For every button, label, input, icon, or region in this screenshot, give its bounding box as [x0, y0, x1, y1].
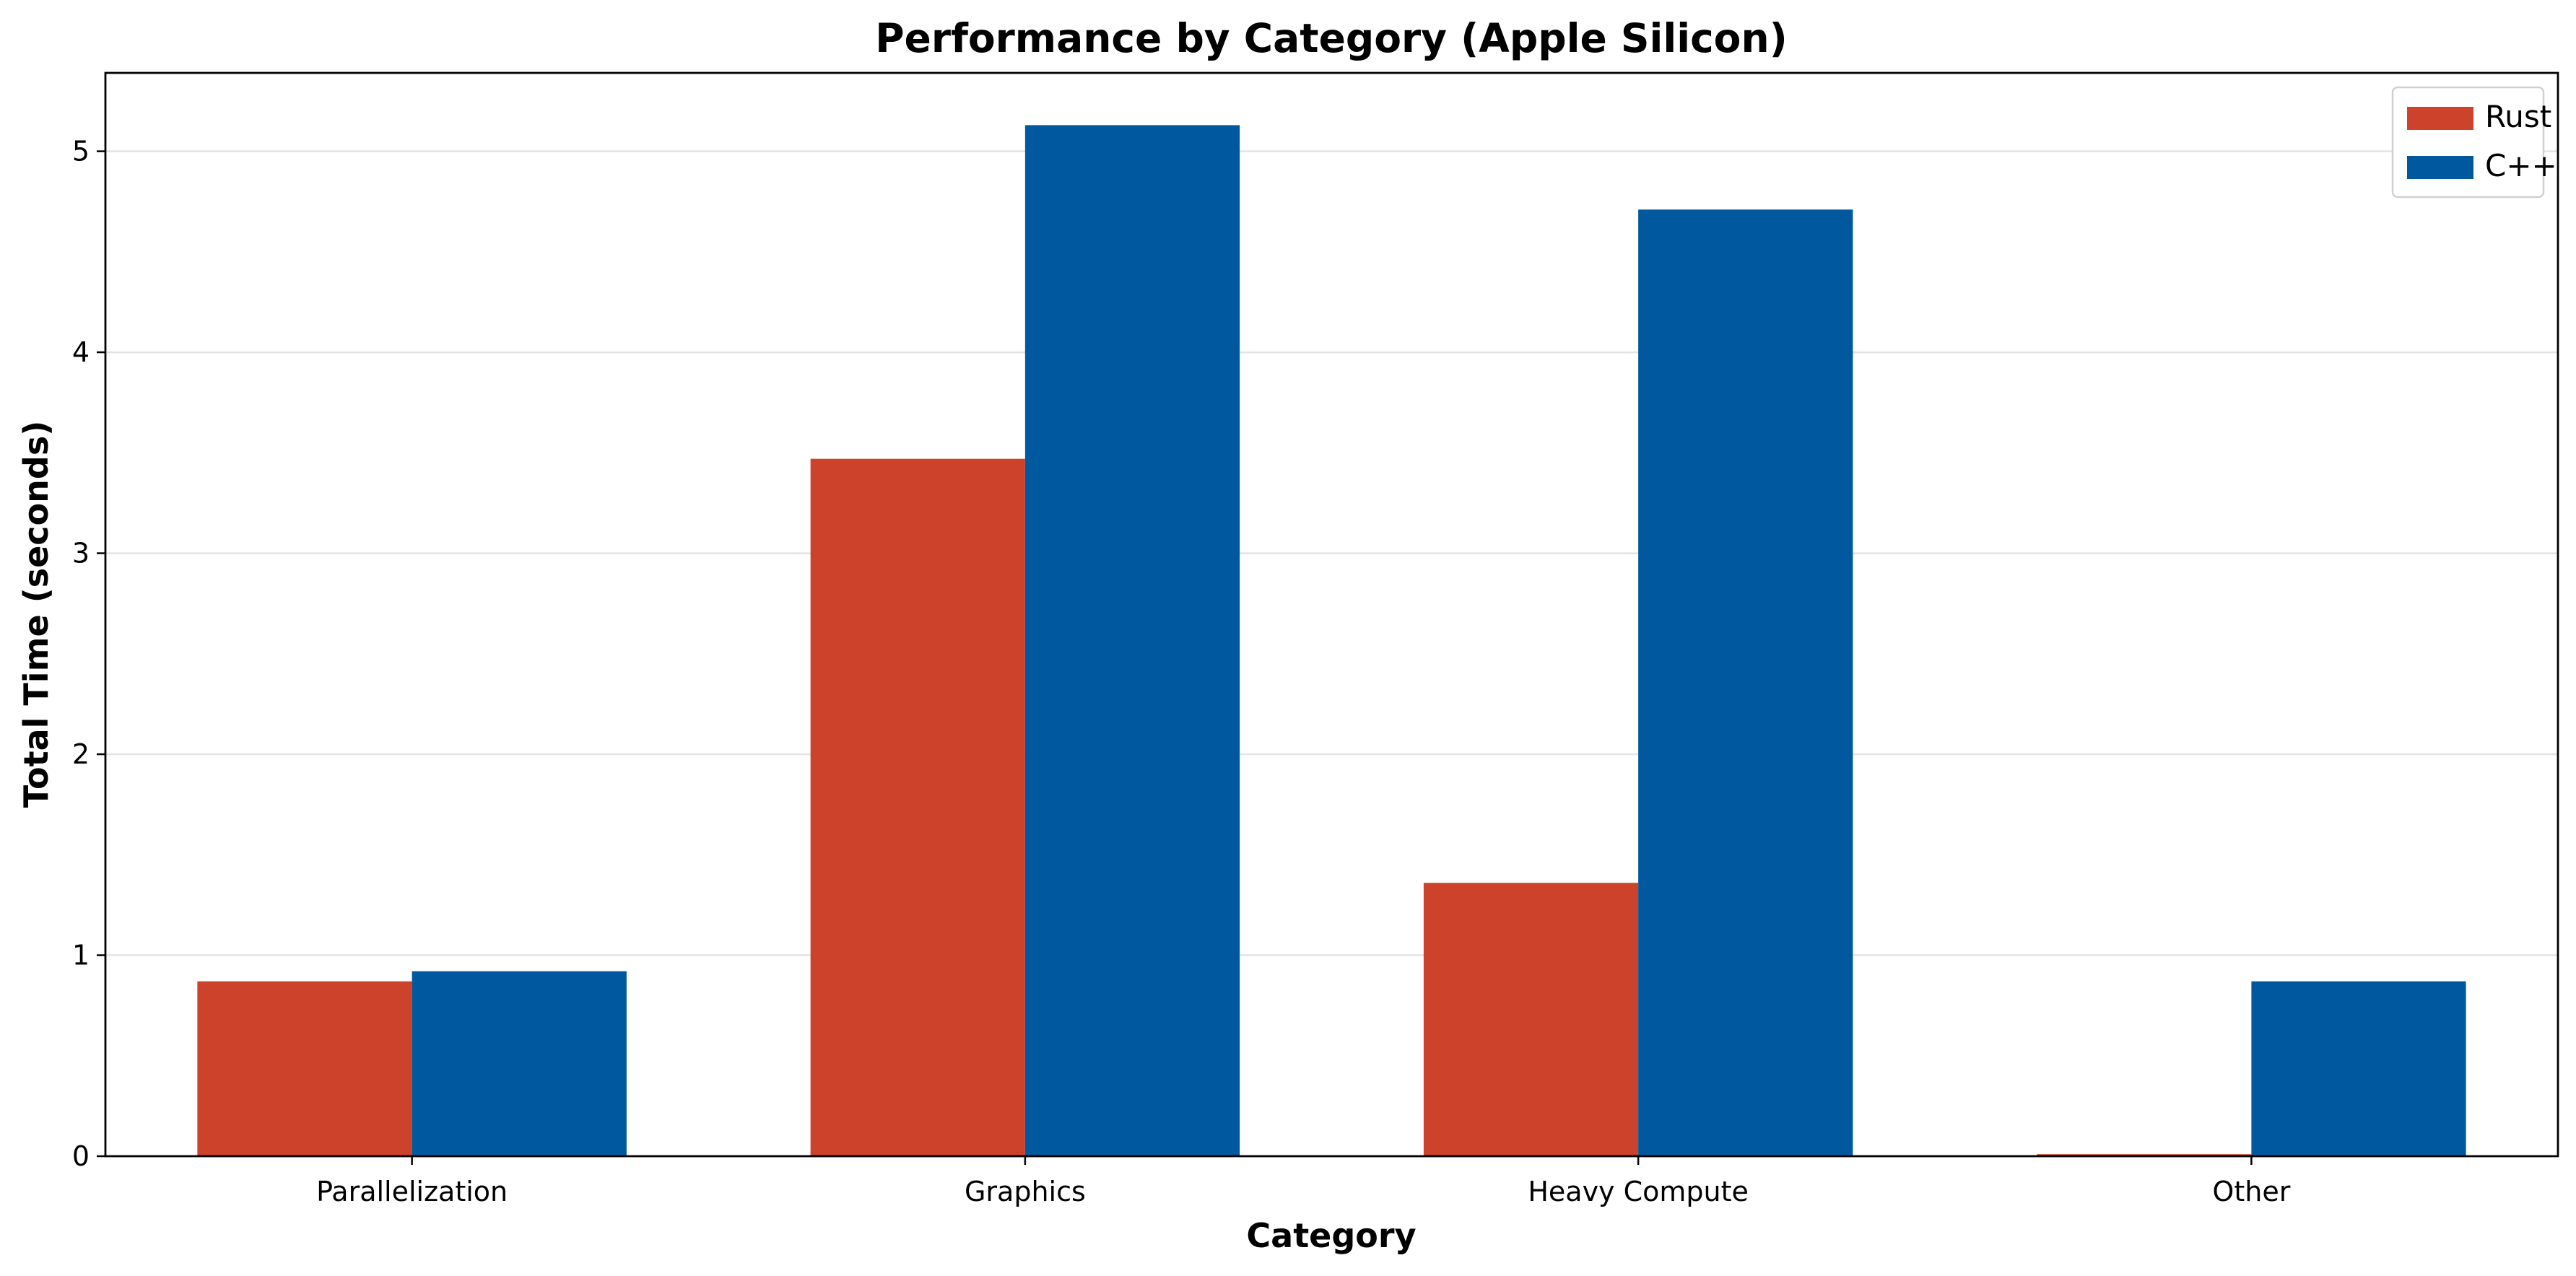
y-tick-label: 3 [72, 538, 90, 569]
legend-label: Rust [2485, 99, 2551, 134]
bar-rust-graphics [810, 458, 1025, 1156]
legend-swatch [2407, 107, 2473, 130]
x-axis-ticks: Parallelization Graphics Heavy Compute Othe… [316, 1156, 2291, 1207]
legend-swatch [2407, 156, 2473, 179]
y-tick-label: 5 [72, 136, 90, 167]
bar-c-parallelization [412, 971, 627, 1156]
y-axis-label: Total Time (seconds) [17, 421, 56, 808]
x-axis-label: Category [1246, 1216, 1416, 1255]
grid-lines [105, 150, 2558, 956]
plot-frame [104, 71, 2559, 1158]
y-tick-label: 4 [72, 336, 90, 368]
chart-title: Performance by Category (Apple Silicon) [875, 15, 1788, 61]
y-tick-label: 2 [72, 738, 90, 770]
bar-rust-heavy-compute [1423, 883, 1639, 1156]
bar-c-other [2251, 981, 2466, 1156]
x-tick-label: Parallelization [316, 1176, 508, 1207]
x-tick-label: Graphics [965, 1176, 1086, 1207]
x-tick-label: Heavy Compute [1528, 1176, 1749, 1207]
bars [197, 125, 2466, 1157]
x-tick-label: Other [2212, 1176, 2290, 1207]
legend: Rust C++ [2391, 86, 2557, 198]
y-tick-label: 0 [72, 1140, 90, 1172]
bar-c-graphics [1024, 125, 1240, 1157]
y-axis-ticks: 0 1 2 3 4 5 [72, 136, 105, 1172]
y-tick-label: 1 [72, 940, 90, 971]
bar-c-heavy-compute [1638, 209, 1853, 1156]
bar-rust-parallelization [197, 981, 412, 1156]
legend-label: C++ [2485, 148, 2557, 183]
